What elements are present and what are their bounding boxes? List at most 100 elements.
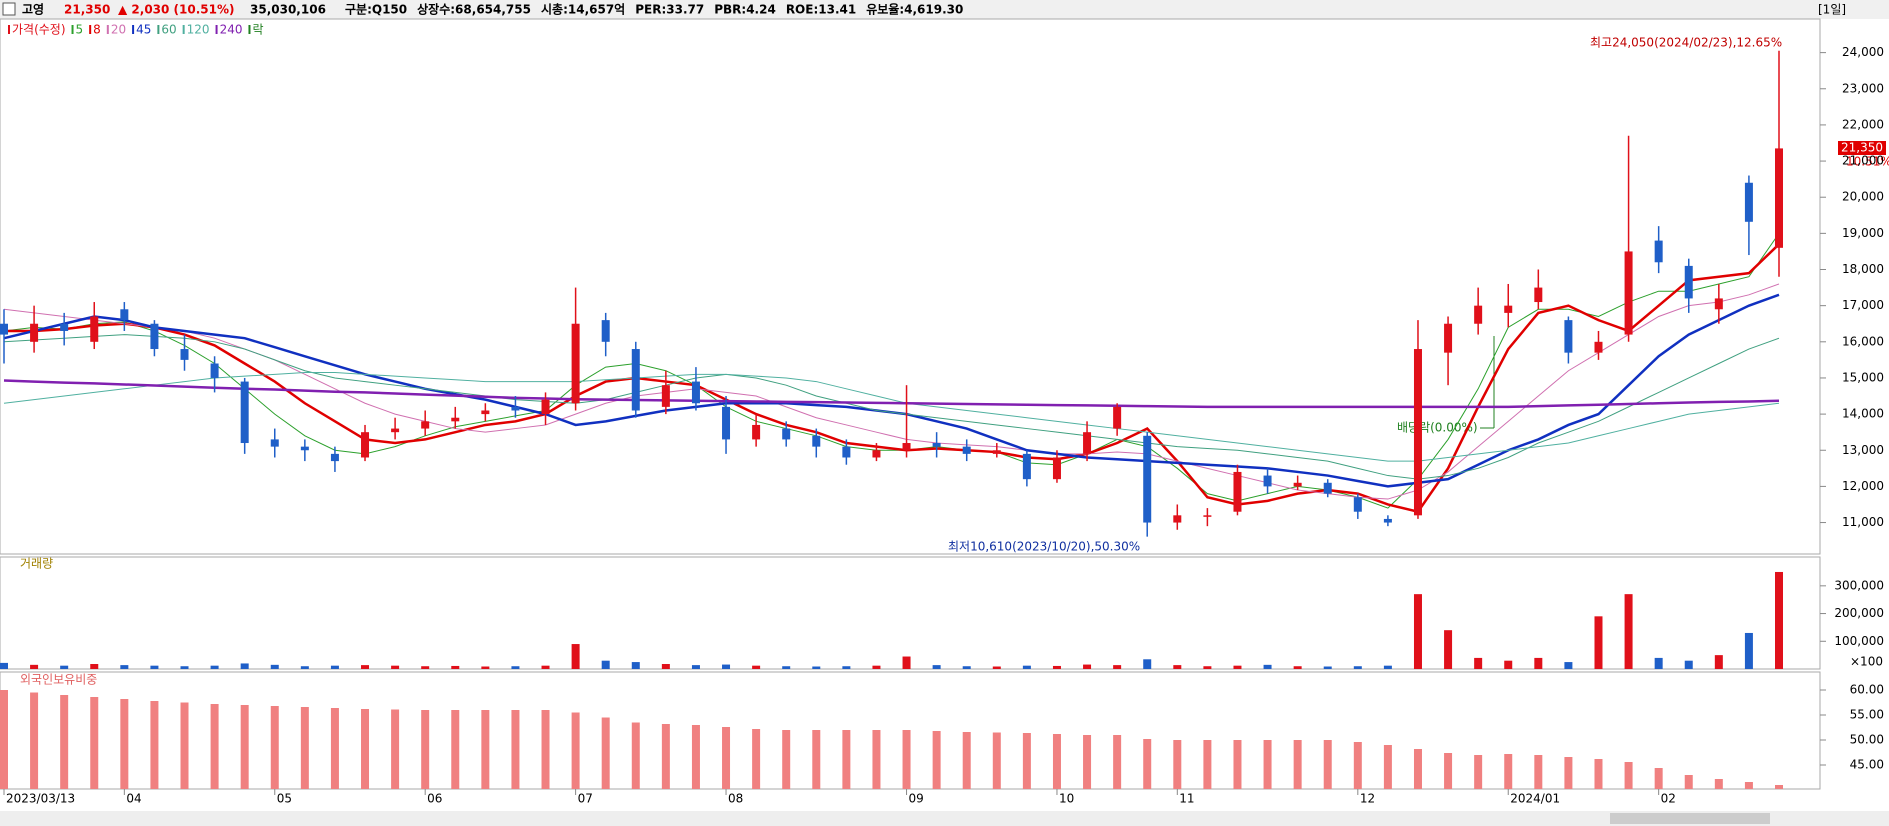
bar	[1534, 657, 1543, 669]
bar	[0, 690, 8, 789]
ma-line	[4, 243, 1780, 514]
bar	[90, 697, 99, 789]
y-tick-label: 18,000	[1842, 262, 1884, 276]
y-tick-label: 45.00	[1850, 758, 1884, 772]
bar	[1624, 762, 1633, 789]
candle-body	[1624, 251, 1633, 335]
bar	[180, 702, 189, 789]
bar	[300, 707, 309, 789]
bar	[1744, 782, 1753, 789]
bar	[1444, 753, 1453, 789]
y-tick-label: 16,000	[1842, 334, 1884, 348]
bar	[1654, 768, 1663, 789]
bar	[691, 665, 700, 669]
bar	[1744, 632, 1753, 669]
candle-body	[1143, 435, 1152, 523]
candle-body	[1775, 148, 1783, 248]
price: 21,350	[64, 3, 110, 17]
bar	[330, 708, 339, 789]
change: ▲ 2,030 (10.51%)	[118, 3, 235, 17]
candle-body	[421, 421, 430, 429]
bar	[631, 722, 640, 789]
y-tick-label: 60.00	[1850, 683, 1884, 697]
candle-body	[1654, 240, 1663, 263]
header-item: 상장수:68,654,755	[417, 2, 531, 17]
ma-line	[3, 334, 1780, 480]
candle-body	[1714, 298, 1723, 310]
bar	[1444, 630, 1453, 669]
bar	[1083, 664, 1092, 669]
scrollbar[interactable]	[0, 811, 1889, 826]
change-tag-label: 10.51%	[1846, 155, 1889, 169]
y-tick-label: 17,000	[1842, 298, 1884, 312]
candle-body	[1083, 432, 1092, 454]
candle-body	[1263, 475, 1272, 487]
bar	[932, 731, 941, 789]
header-item: PER:33.77	[635, 3, 704, 17]
legend-swatch	[215, 25, 218, 34]
header-item: ROE:13.41	[786, 3, 856, 17]
bar	[782, 730, 791, 789]
bar	[361, 709, 370, 789]
bar	[1113, 665, 1122, 669]
bar	[571, 644, 580, 669]
candle-body	[992, 450, 1001, 454]
y-tick-label: 24,000	[1842, 45, 1884, 59]
bar	[1353, 742, 1362, 789]
bar	[1323, 740, 1332, 789]
candle-body	[481, 410, 490, 415]
x-tick-label: 05	[277, 792, 292, 806]
period[interactable]: [1일]	[1818, 3, 1846, 17]
candle-body	[1173, 515, 1182, 523]
legend-label: 240	[220, 23, 243, 37]
bar	[150, 701, 159, 789]
legend-label: 5	[76, 23, 84, 37]
candle-body	[90, 316, 99, 342]
candle-body	[932, 443, 941, 447]
header-item: PBR:4.24	[714, 3, 776, 17]
scroll-thumb[interactable]	[1610, 813, 1770, 824]
candle-body	[1594, 341, 1603, 353]
y-tick-label: 12,000	[1842, 479, 1884, 493]
price-tag-label: 21,350	[1841, 141, 1883, 155]
candle-body	[1564, 320, 1573, 353]
y-tick-label: 19,000	[1842, 226, 1884, 240]
candle-body	[782, 428, 791, 440]
bar	[541, 665, 550, 669]
bar	[451, 665, 460, 669]
candle-body	[1413, 349, 1422, 516]
bar	[330, 665, 339, 669]
bar	[1594, 616, 1603, 669]
bar	[812, 730, 821, 789]
checkbox[interactable]	[2, 2, 16, 16]
bar	[1504, 754, 1513, 789]
candle-body	[631, 349, 640, 411]
candle-body	[571, 323, 580, 404]
candle-body	[511, 406, 520, 411]
bar	[902, 656, 911, 669]
candle-body	[1474, 305, 1483, 324]
candle-body	[150, 323, 159, 350]
bar	[30, 664, 39, 669]
candle-body	[1323, 482, 1332, 494]
candle-body	[210, 363, 219, 378]
bar	[481, 710, 490, 789]
candle-body	[270, 439, 279, 447]
candle-body	[1233, 471, 1242, 512]
bar	[872, 665, 881, 669]
bar	[1383, 745, 1392, 789]
bar	[1263, 664, 1272, 669]
bar	[240, 663, 249, 669]
bar	[661, 724, 670, 789]
bar	[902, 730, 911, 789]
legend-label: 45	[136, 23, 151, 37]
bar	[752, 665, 761, 669]
x-tick-label: 07	[578, 792, 593, 806]
x-tick-label: 2023/03/13	[6, 792, 75, 806]
bar	[1684, 775, 1693, 789]
bar	[782, 666, 791, 669]
low-annotation: 최저10,610(2023/10/20),50.30%	[948, 540, 1140, 554]
bar	[722, 664, 731, 669]
y-tick-label: 11,000	[1842, 515, 1884, 529]
